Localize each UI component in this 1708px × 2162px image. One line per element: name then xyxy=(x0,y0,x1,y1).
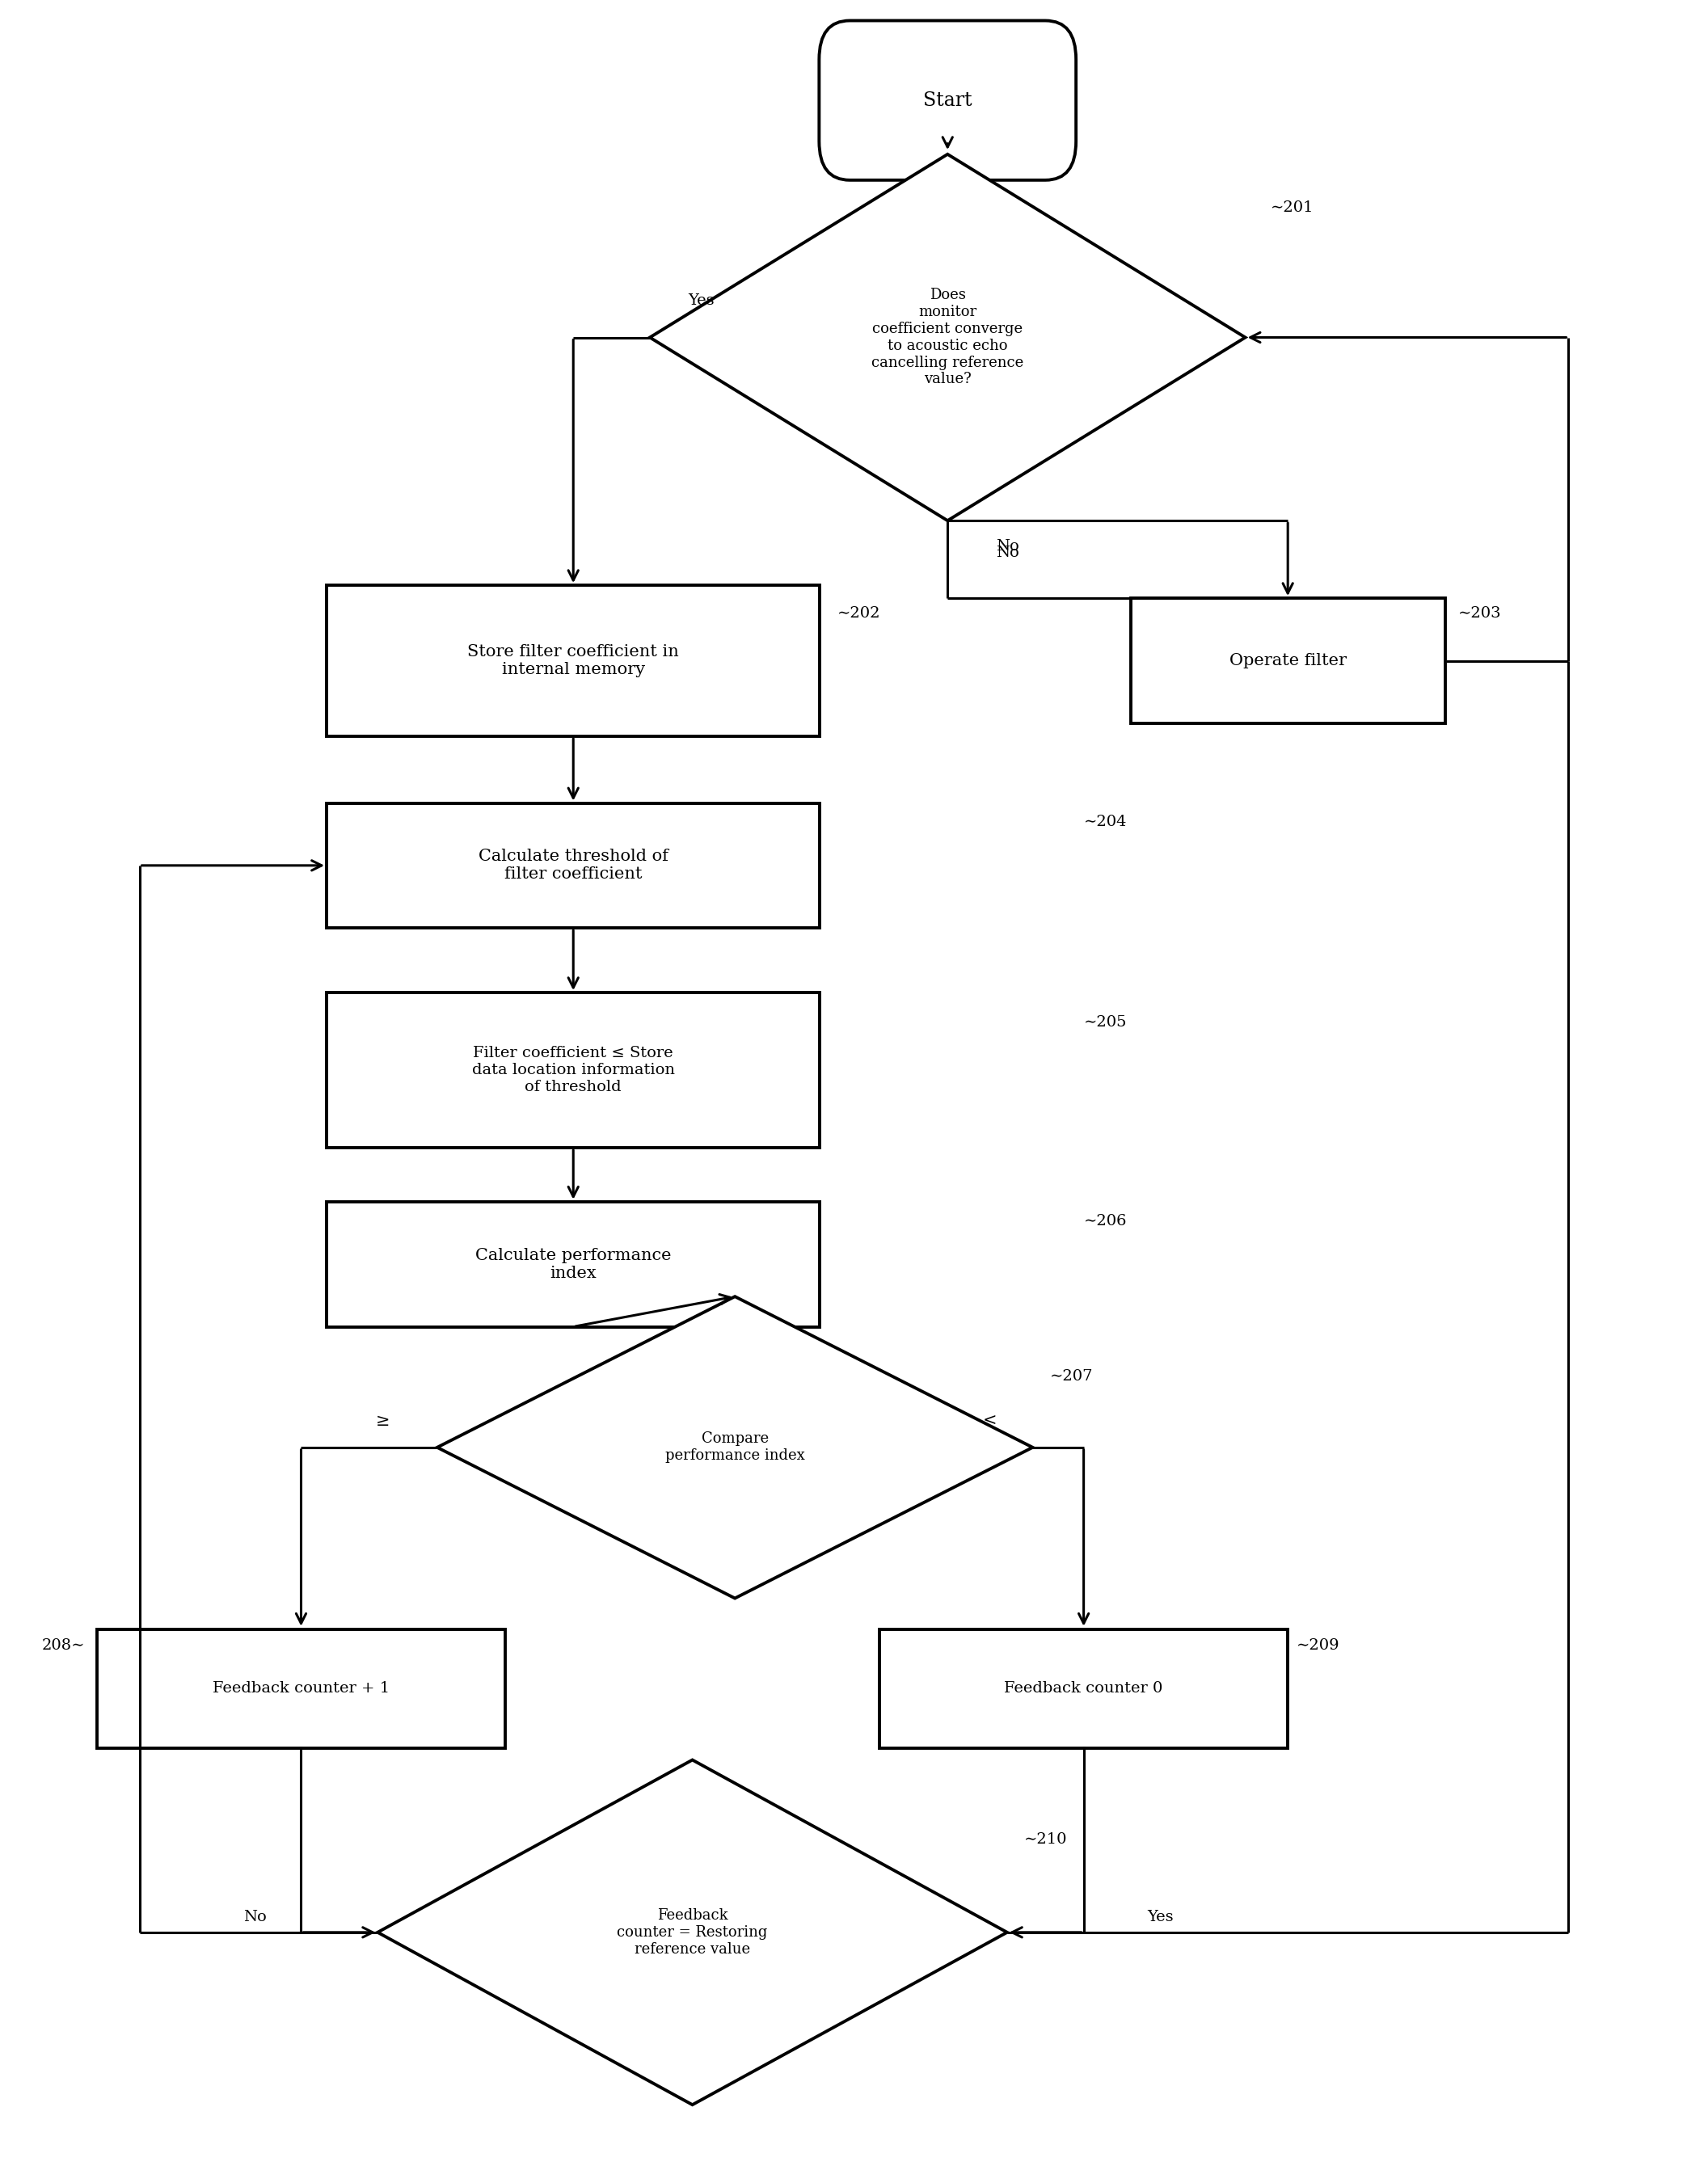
Text: <: < xyxy=(984,1414,997,1429)
Text: ∼209: ∼209 xyxy=(1296,1639,1339,1654)
Bar xyxy=(97,1630,506,1749)
Text: 208∼: 208∼ xyxy=(41,1639,85,1654)
Bar xyxy=(326,992,820,1148)
Bar xyxy=(326,802,820,927)
Text: Feedback
counter = Restoring
reference value: Feedback counter = Restoring reference v… xyxy=(617,1909,767,1957)
Text: Yes: Yes xyxy=(688,294,714,307)
Polygon shape xyxy=(377,1760,1008,2106)
Text: ∼203: ∼203 xyxy=(1459,605,1501,620)
Text: No: No xyxy=(996,538,1018,553)
Text: ∼206: ∼206 xyxy=(1083,1213,1127,1228)
Text: Feedback counter + 1: Feedback counter + 1 xyxy=(212,1682,389,1695)
Polygon shape xyxy=(437,1297,1033,1598)
Text: Calculate threshold of
filter coefficient: Calculate threshold of filter coefficien… xyxy=(478,850,668,882)
Text: Does
monitor
coefficient converge
to acoustic echo
cancelling reference
value?: Does monitor coefficient converge to aco… xyxy=(871,288,1023,387)
Text: Feedback counter 0: Feedback counter 0 xyxy=(1004,1682,1163,1695)
Text: ∼207: ∼207 xyxy=(1050,1369,1093,1384)
Text: Compare
performance index: Compare performance index xyxy=(664,1431,804,1464)
FancyBboxPatch shape xyxy=(820,22,1076,179)
Text: ∼201: ∼201 xyxy=(1271,201,1313,216)
Text: Operate filter: Operate filter xyxy=(1230,653,1346,668)
Text: No: No xyxy=(996,545,1018,560)
Text: Yes: Yes xyxy=(1148,1909,1173,1924)
Text: ∼204: ∼204 xyxy=(1083,815,1127,830)
Bar xyxy=(326,586,820,735)
Text: ∼205: ∼205 xyxy=(1083,1016,1127,1029)
Bar xyxy=(880,1630,1288,1749)
Text: ∼202: ∼202 xyxy=(837,605,880,620)
Text: Start: Start xyxy=(922,91,972,110)
Text: Calculate performance
index: Calculate performance index xyxy=(475,1247,671,1280)
Bar xyxy=(1131,599,1445,724)
Text: Store filter coefficient in
internal memory: Store filter coefficient in internal mem… xyxy=(468,644,680,677)
Text: ≥: ≥ xyxy=(376,1414,389,1429)
Polygon shape xyxy=(649,154,1245,521)
Text: Filter coefficient ≤ Store
data location information
of threshold: Filter coefficient ≤ Store data location… xyxy=(471,1046,675,1094)
Text: No: No xyxy=(244,1909,266,1924)
Bar xyxy=(326,1202,820,1327)
Text: ∼210: ∼210 xyxy=(1025,1833,1068,1846)
